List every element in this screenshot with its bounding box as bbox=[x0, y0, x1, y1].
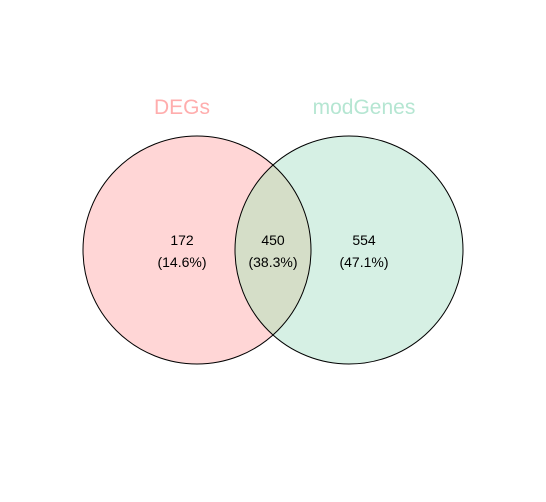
overlap-count: 450 bbox=[261, 232, 285, 248]
degs-only-count: 172 bbox=[170, 232, 194, 248]
modgenes-only-percent: (47.1%) bbox=[339, 254, 388, 270]
modgenes-only-count: 554 bbox=[352, 232, 376, 248]
overlap-percent: (38.3%) bbox=[248, 254, 297, 270]
overlap-region bbox=[235, 136, 311, 364]
modgenes-label: modGenes bbox=[313, 96, 416, 119]
degs-label: DEGs bbox=[154, 96, 210, 119]
degs-circle-outline bbox=[82, 135, 312, 365]
modgenes-circle-outline bbox=[234, 135, 464, 365]
degs-only-percent: (14.6%) bbox=[157, 254, 206, 270]
